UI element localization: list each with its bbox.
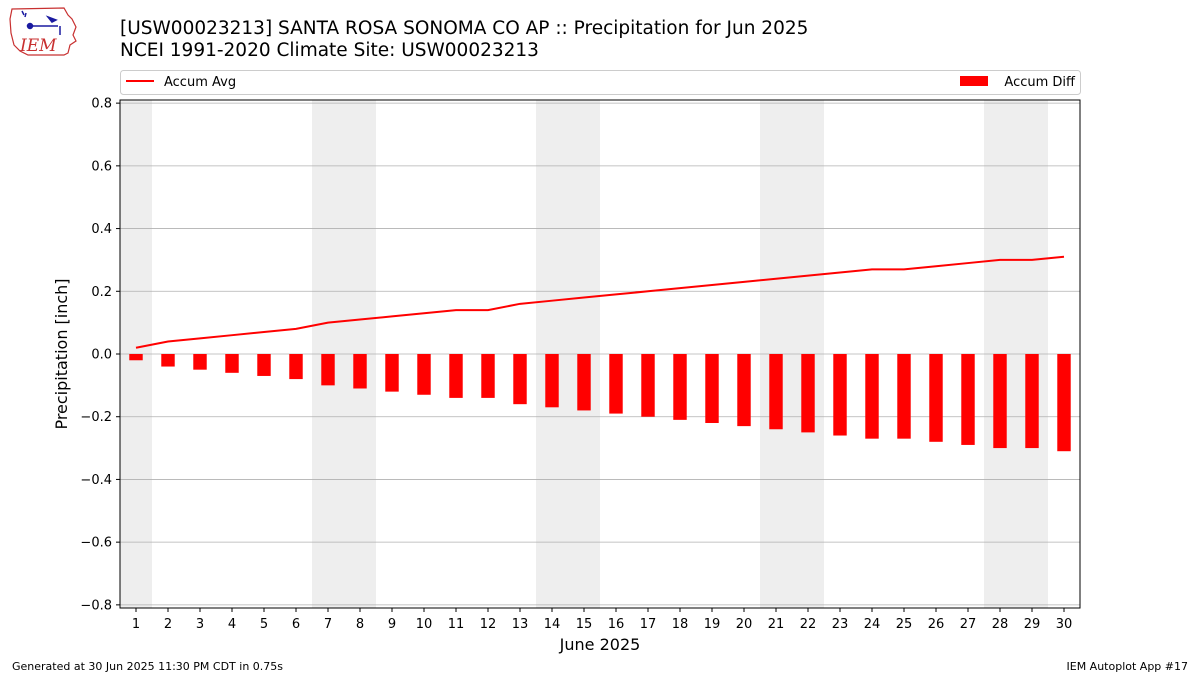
bar-day-24	[865, 354, 879, 439]
iem-logo: IEM	[9, 7, 77, 56]
bar-day-16	[609, 354, 623, 414]
y-tick-label: 0.8	[91, 97, 112, 112]
logo-text: IEM	[19, 36, 57, 56]
bar-day-2	[161, 354, 175, 367]
x-tick-label: 24	[864, 617, 881, 632]
bar-day-1	[129, 354, 143, 361]
y-axis-label: Precipitation [inch]	[52, 278, 71, 429]
x-tick-label: 30	[1056, 617, 1073, 632]
x-tick-label: 14	[544, 617, 561, 632]
x-tick-label: 10	[416, 617, 433, 632]
x-tick-label: 4	[228, 617, 236, 632]
y-tick-label: 0.0	[91, 348, 112, 363]
legend: Accum Avg Accum Diff	[120, 70, 1081, 95]
bar-day-4	[225, 354, 239, 373]
x-tick-label: 18	[672, 617, 689, 632]
bar-day-28	[993, 354, 1007, 449]
x-tick-label: 1	[132, 617, 140, 632]
footer-app: IEM Autoplot App #17	[1066, 660, 1189, 673]
x-tick-label: 25	[896, 617, 913, 632]
y-tick-label: 0.2	[91, 285, 112, 300]
bar-day-9	[385, 354, 399, 392]
x-tick-label: 17	[640, 617, 657, 632]
line-layer	[135, 255, 1065, 349]
x-tick-label: 29	[1024, 617, 1041, 632]
x-tick-label: 11	[448, 617, 465, 632]
bar-day-25	[897, 354, 911, 439]
bar-day-10	[417, 354, 431, 395]
bar-day-3	[193, 354, 207, 370]
y-tick-label: 0.6	[91, 159, 112, 174]
x-tick-label: 21	[768, 617, 785, 632]
x-tick-label: 22	[800, 617, 817, 632]
bar-day-5	[257, 354, 271, 376]
y-tick-label: −0.6	[80, 536, 112, 551]
bar-day-26	[929, 354, 943, 442]
y-tick-label: −0.4	[80, 473, 112, 488]
x-tick-label: 7	[324, 617, 332, 632]
x-axis-label: June 2025	[559, 635, 641, 654]
title-line-2: NCEI 1991-2020 Climate Site: USW00023213	[120, 40, 539, 61]
x-axis: 1 2 3 4 5 6 7 8 9 10 11 12 13 14 15 16 17 18 19 20 21 22 23 24 2…	[132, 608, 1072, 632]
bar-day-13	[513, 354, 527, 405]
x-tick-label: 16	[608, 617, 625, 632]
bar-layer	[129, 354, 1071, 452]
x-tick-label: 15	[576, 617, 593, 632]
x-tick-label: 8	[356, 617, 364, 632]
x-tick-label: 20	[736, 617, 753, 632]
chart-title: [USW00023213] SANTA ROSA SONOMA CO AP ::…	[120, 18, 808, 62]
bar-day-19	[705, 354, 719, 423]
x-tick-label: 26	[928, 617, 945, 632]
x-tick-label: 9	[388, 617, 396, 632]
x-tick-label: 2	[164, 617, 172, 632]
bar-day-29	[1025, 354, 1039, 449]
x-tick-label: 6	[292, 617, 300, 632]
weather-icon	[21, 10, 61, 35]
y-tick-label: 0.4	[91, 222, 112, 237]
bar-day-8	[353, 354, 367, 389]
x-tick-label: 13	[512, 617, 529, 632]
x-tick-label: 3	[196, 617, 204, 632]
bar-day-30	[1057, 354, 1071, 452]
x-tick-label: 27	[960, 617, 977, 632]
x-tick-label: 19	[704, 617, 721, 632]
x-tick-label: 28	[992, 617, 1009, 632]
bar-day-20	[737, 354, 751, 427]
x-tick-label: 12	[480, 617, 497, 632]
legend-label-accum-avg: Accum Avg	[164, 75, 236, 90]
bar-day-17	[641, 354, 655, 417]
footer-generated: Generated at 30 Jun 2025 11:30 PM CDT in…	[12, 660, 284, 673]
y-axis: −0.8 −0.6 −0.4 −0.2 0.0 0.2 0.4 0.6 0.8	[80, 97, 120, 613]
accum-avg-line	[135, 255, 1065, 349]
bar-day-11	[449, 354, 463, 398]
grid-layer	[120, 102, 1080, 606]
y-tick-label: −0.2	[80, 410, 112, 425]
bar-day-7	[321, 354, 335, 386]
bar-day-6	[289, 354, 303, 380]
legend-bar-swatch	[960, 76, 988, 86]
bar-day-22	[801, 354, 815, 433]
bar-day-23	[833, 354, 847, 436]
legend-frame	[120, 70, 1081, 95]
legend-label-accum-diff: Accum Diff	[1004, 75, 1076, 90]
bar-day-21	[769, 354, 783, 430]
bar-day-12	[481, 354, 495, 398]
title-line-1: [USW00023213] SANTA ROSA SONOMA CO AP ::…	[120, 18, 809, 39]
y-tick-label: −0.8	[80, 598, 112, 613]
bar-day-18	[673, 354, 687, 420]
bar-day-27	[961, 354, 975, 445]
state-outline	[9, 7, 77, 56]
x-tick-label: 23	[832, 617, 849, 632]
bar-day-14	[545, 354, 559, 408]
x-tick-label: 5	[260, 617, 268, 632]
bar-day-15	[577, 354, 591, 411]
